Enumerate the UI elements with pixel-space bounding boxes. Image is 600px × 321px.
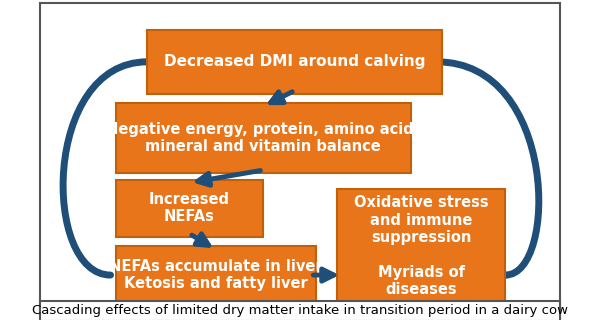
FancyBboxPatch shape [40,300,560,321]
FancyBboxPatch shape [337,189,505,304]
FancyBboxPatch shape [116,247,316,304]
Text: Increased
NEFAs: Increased NEFAs [149,192,230,224]
FancyBboxPatch shape [148,30,442,94]
Text: Decreased DMI around calving: Decreased DMI around calving [164,54,425,69]
Text: Oxidative stress
and immune
suppression

Myriads of
diseases: Oxidative stress and immune suppression … [354,195,488,298]
Text: NEFAs accumulate in liver
Ketosis and fatty liver: NEFAs accumulate in liver Ketosis and fa… [109,259,323,291]
FancyArrowPatch shape [437,62,539,275]
Text: Negative energy, protein, amino acid,
mineral and vitamin balance: Negative energy, protein, amino acid, mi… [106,122,420,154]
FancyBboxPatch shape [116,103,410,173]
Text: Cascading effects of limited dry matter intake in transition period in a dairy c: Cascading effects of limited dry matter … [32,304,568,317]
FancyArrowPatch shape [63,62,147,275]
FancyBboxPatch shape [116,179,263,237]
